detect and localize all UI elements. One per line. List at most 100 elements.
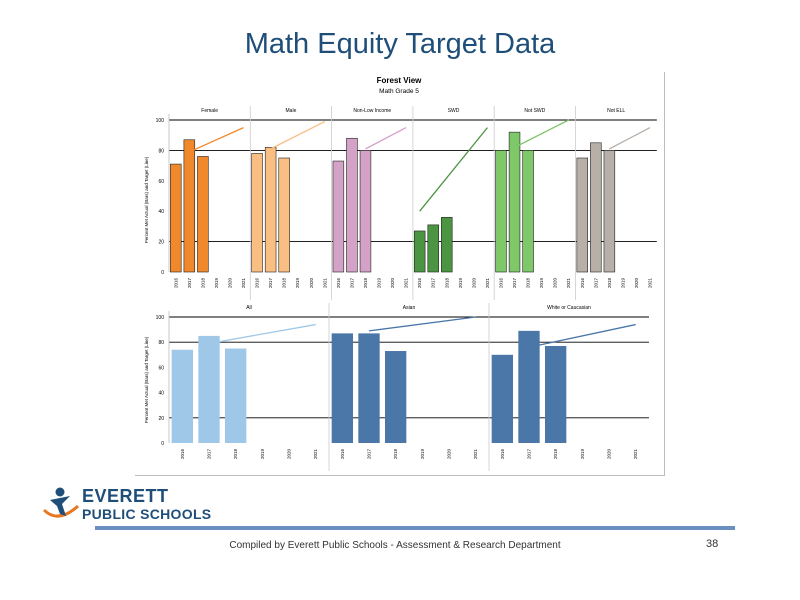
- x-tick-label: 2016: [417, 278, 422, 289]
- bar: [171, 349, 193, 443]
- x-tick-label: 2016: [340, 449, 345, 460]
- bar: [518, 330, 540, 443]
- x-tick-label: 2021: [322, 278, 327, 289]
- x-tick-label: 2020: [227, 278, 232, 289]
- x-tick-label: 2020: [390, 278, 395, 289]
- x-tick-label: 2021: [566, 278, 571, 289]
- x-tick-label: 2017: [207, 449, 212, 460]
- bar: [427, 224, 439, 273]
- panel-label: Male: [286, 108, 297, 114]
- x-tick-label: 2020: [287, 449, 292, 460]
- x-tick-label: 2017: [268, 278, 273, 289]
- bar: [491, 354, 513, 443]
- x-tick-label: 2020: [447, 449, 452, 460]
- bar: [576, 157, 588, 273]
- x-tick-label: 2018: [393, 449, 398, 460]
- target-line: [609, 127, 651, 150]
- x-tick-label: 2016: [580, 278, 585, 289]
- bar: [441, 216, 453, 273]
- bar: [331, 333, 353, 443]
- x-tick-label: 2019: [539, 278, 544, 289]
- x-tick-label: 2020: [607, 449, 612, 460]
- x-tick-label: 2018: [553, 449, 558, 460]
- x-tick-label: 2017: [527, 449, 532, 460]
- panel-label: White or Caucasian: [547, 305, 591, 311]
- x-tick-label: 2020: [553, 278, 558, 289]
- panel-label: All: [246, 305, 252, 311]
- y-tick-label: 0: [161, 441, 164, 447]
- x-tick-label: 2021: [241, 278, 246, 289]
- target-line: [514, 119, 570, 148]
- y-tick-label: 20: [158, 416, 164, 422]
- x-tick-label: 2018: [233, 449, 238, 460]
- slide-title: Math Equity Target Data: [244, 28, 556, 60]
- target-line: [270, 120, 326, 150]
- chart-title: Forest View: [377, 76, 423, 85]
- bar: [225, 348, 247, 443]
- x-tick-label: 2019: [377, 278, 382, 289]
- x-tick-label: 2019: [260, 449, 265, 460]
- logo: EVERETT PUBLIC SCHOOLS: [40, 484, 240, 526]
- page-number: 38: [706, 538, 719, 550]
- x-tick-label: 2016: [255, 278, 260, 289]
- x-tick-label: 2019: [295, 278, 300, 289]
- x-tick-label: 2019: [420, 449, 425, 460]
- x-tick-label: 2017: [367, 449, 372, 460]
- x-tick-label: 2017: [187, 278, 192, 289]
- x-tick-label: 2016: [336, 278, 341, 289]
- x-tick-label: 2017: [512, 278, 517, 289]
- y-tick-label: 80: [158, 148, 164, 154]
- x-tick-label: 2016: [500, 449, 505, 460]
- bar: [198, 335, 220, 443]
- x-tick-label: 2017: [349, 278, 354, 289]
- x-tick-label: 2017: [431, 278, 436, 289]
- bar: [590, 142, 602, 273]
- bar: [545, 345, 567, 443]
- x-tick-label: 2021: [485, 278, 490, 289]
- x-tick-label: 2019: [620, 278, 625, 289]
- x-tick-label: 2020: [309, 278, 314, 289]
- bar: [332, 160, 345, 273]
- bar: [346, 137, 358, 273]
- bar: [264, 147, 277, 273]
- x-tick-label: 2018: [444, 278, 449, 289]
- y-tick-label: 100: [156, 118, 165, 124]
- footer-text: Compiled by Everett Public Schools - Ass…: [229, 540, 561, 551]
- logo-text-line1: EVERETT: [82, 486, 169, 506]
- target-line: [528, 323, 636, 348]
- x-tick-label: 2019: [214, 278, 219, 289]
- x-tick-label: 2019: [458, 278, 463, 289]
- bar: [278, 157, 290, 273]
- x-tick-label: 2021: [633, 449, 638, 460]
- bar: [603, 150, 616, 273]
- x-tick-label: 2021: [648, 278, 653, 289]
- chart-frame: Forest View Math Grade 5 Percent Met Actua…: [135, 72, 665, 476]
- y-tick-label: 40: [158, 391, 164, 397]
- target-line: [365, 127, 407, 150]
- bar: [413, 230, 426, 273]
- y-tick-label: 40: [158, 209, 164, 215]
- x-tick-label: 2016: [498, 278, 503, 289]
- panel-label: SWD: [448, 108, 460, 114]
- y-tick-label: 80: [158, 340, 164, 346]
- x-tick-label: 2018: [607, 278, 612, 289]
- x-tick-label: 2020: [471, 278, 476, 289]
- x-tick-label: 2018: [282, 278, 287, 289]
- panel-label: Female: [201, 108, 218, 114]
- chart-subtitle: Math Grade 5: [379, 88, 419, 95]
- x-tick-label: 2021: [404, 278, 409, 289]
- bar: [251, 153, 263, 273]
- x-tick-label: 2017: [593, 278, 598, 289]
- y-tick-label: 0: [161, 270, 164, 276]
- panel-label: Not SWD: [524, 108, 545, 114]
- x-tick-label: 2021: [313, 449, 318, 460]
- x-tick-label: 2016: [180, 449, 185, 460]
- target-line: [419, 127, 488, 212]
- y-tick-label: 60: [158, 365, 164, 371]
- panel-label: Asian: [403, 305, 416, 311]
- x-tick-label: 2019: [580, 449, 585, 460]
- panel-label: Non-Low Income: [353, 108, 391, 114]
- target-line: [208, 323, 316, 345]
- bar: [197, 156, 209, 273]
- footer-rule: [95, 526, 735, 530]
